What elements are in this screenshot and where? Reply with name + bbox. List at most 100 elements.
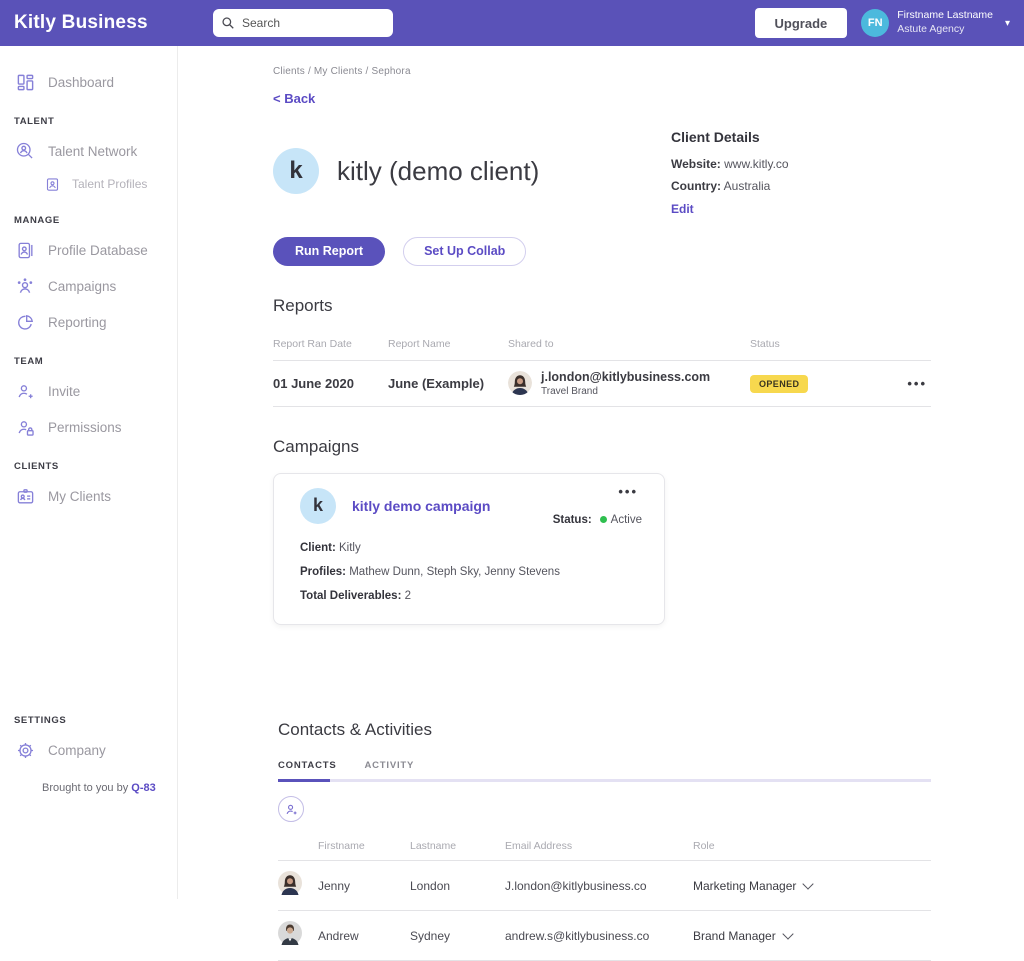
chevron-down-icon [782, 927, 794, 940]
contact-lastname: London [410, 878, 451, 893]
contacts-table-header: Firstname Lastname Email Address Role [278, 840, 931, 862]
talent-profiles-icon [44, 176, 60, 192]
client-details-title: Client Details [671, 129, 760, 145]
user-avatar: FN [861, 9, 890, 37]
avatar [278, 921, 302, 949]
client-website: Website: www.kitly.co [671, 153, 931, 176]
profiles-value: Mathew Dunn, Steph Sky, Jenny Stevens [349, 565, 560, 578]
my-clients-icon [14, 485, 36, 507]
sidebar-item-company[interactable]: Company [14, 732, 177, 768]
dashboard-icon [14, 71, 36, 93]
client-avatar: k [273, 148, 319, 195]
sidebar-item-dashboard[interactable]: Dashboard [14, 64, 177, 100]
sidebar-item-talent-profiles[interactable]: Talent Profiles [14, 169, 177, 199]
talent-network-icon [14, 140, 36, 162]
search-box[interactable] [213, 9, 393, 37]
client-details-panel: Client Details Website: www.kitly.co Cou… [671, 122, 931, 221]
search-input[interactable] [242, 16, 372, 30]
campaigns-title: Campaigns [273, 436, 359, 456]
tab-activity[interactable]: ACTIVITY [364, 760, 415, 772]
chevron-down-icon [802, 877, 815, 890]
deliverables-value: 2 [404, 589, 412, 602]
profiles-label: Profiles: [300, 565, 347, 578]
col-email: Email Address [505, 840, 573, 853]
tab-contacts[interactable]: CONTACTS [278, 760, 337, 772]
campaign-avatar: k [300, 487, 336, 524]
q83-link[interactable]: Q-83 [131, 782, 156, 794]
sidebar-item-label: My Clients [48, 488, 112, 504]
reports-title: Reports [273, 295, 333, 315]
sidebar-item-permissions[interactable]: Permissions [14, 409, 177, 445]
contact-firstname: Andrew [318, 928, 359, 943]
add-contact-button[interactable] [278, 796, 304, 823]
reports-table-header: Report Ran Date Report Name Shared to St… [273, 338, 931, 361]
upgrade-button[interactable]: Upgrade [754, 8, 848, 38]
campaign-name-link[interactable]: kitly demo campaign [352, 497, 491, 514]
sidebar-item-invite[interactable]: Invite [14, 373, 177, 409]
client-country: Country: Australia [671, 175, 931, 198]
row-menu-icon[interactable]: ••• [907, 375, 927, 391]
client-value: Kitly [338, 541, 361, 554]
sidebar-item-campaigns[interactable]: Campaigns [14, 268, 177, 304]
table-row: 01 June 2020 June (Example) [273, 361, 931, 407]
sidebar-section-clients: CLIENTS [14, 461, 59, 472]
client-title: kitly (demo client) [337, 155, 540, 186]
website-value: www.kitly.co [724, 156, 789, 171]
status-badge: OPENED [750, 374, 809, 393]
contact-email: J.london@kitlybusiness.co [505, 878, 647, 893]
role-value: Brand Manager [693, 928, 776, 943]
breadcrumb[interactable]: Clients / My Clients / Sephora [273, 66, 411, 77]
col-role: Role [693, 840, 715, 853]
campaign-menu-icon[interactable]: ••• [618, 483, 638, 499]
avatar [508, 371, 532, 396]
campaign-card[interactable]: ••• k kitly demo campaign Status: Active … [273, 472, 665, 626]
table-row: Jenny London J.london@kitlybusiness.co M… [278, 861, 931, 912]
campaign-profiles: Profiles: Mathew Dunn, Steph Sky, Jenny … [300, 560, 644, 584]
role-dropdown[interactable]: Brand Manager [693, 927, 931, 943]
contact-lastname: Sydney [410, 928, 451, 943]
back-link[interactable]: < Back [273, 91, 316, 106]
col-lastname: Lastname [410, 840, 457, 853]
col-report-ran-date: Report Ran Date [273, 337, 352, 350]
campaigns-icon [14, 275, 36, 297]
campaign-status: Status: Active [553, 514, 642, 526]
edit-link[interactable]: Edit [671, 202, 694, 217]
sidebar-item-talent-network[interactable]: Talent Network [14, 133, 177, 169]
chevron-down-icon: ▾ [1004, 17, 1010, 29]
sidebar-spacer [14, 514, 177, 699]
country-value: Australia [723, 179, 771, 194]
gear-icon [14, 739, 36, 761]
role-dropdown[interactable]: Marketing Manager [693, 877, 931, 893]
invite-icon [14, 380, 36, 402]
sidebar-item-profile-database[interactable]: Profile Database [14, 232, 177, 268]
sidebar: Dashboard TALENT Talent Network [0, 46, 178, 899]
website-label: Website: [671, 156, 721, 171]
setup-collab-button[interactable]: Set Up Collab [403, 236, 527, 266]
sidebar-item-label: Campaigns [48, 278, 117, 294]
sidebar-item-my-clients[interactable]: My Clients [14, 478, 177, 514]
run-report-button[interactable]: Run Report [273, 236, 386, 266]
user-menu[interactable]: FN Firstname Lastname Astute Agency ▾ [861, 9, 1010, 37]
sidebar-item-label: Profile Database [48, 242, 148, 258]
tab-underline [278, 779, 931, 783]
user-org: Astute Agency [897, 23, 965, 35]
status-dot-icon [599, 515, 607, 523]
sidebar-item-reporting[interactable]: Reporting [14, 304, 177, 340]
permissions-icon [14, 416, 36, 438]
search-icon [221, 16, 235, 30]
col-shared-to: Shared to [508, 337, 554, 350]
shared-brand: Travel Brand [541, 385, 598, 397]
report-date: 01 June 2020 [273, 375, 354, 391]
contact-email: andrew.s@kitlybusiness.co [505, 928, 650, 943]
table-row: Andrew Sydney andrew.s@kitlybusiness.co … [278, 911, 931, 961]
country-label: Country: [671, 179, 721, 194]
user-name: Firstname Lastname [897, 9, 993, 22]
col-report-name: Report Name [388, 337, 451, 350]
sidebar-item-label: Invite [48, 383, 81, 399]
sidebar-item-label: Talent Network [48, 143, 138, 159]
campaign-client: Client: Kitly [300, 536, 644, 560]
brand-logo[interactable]: Kitly Business [14, 12, 148, 33]
col-firstname: Firstname [318, 840, 365, 853]
status-label: Status: [552, 513, 592, 526]
